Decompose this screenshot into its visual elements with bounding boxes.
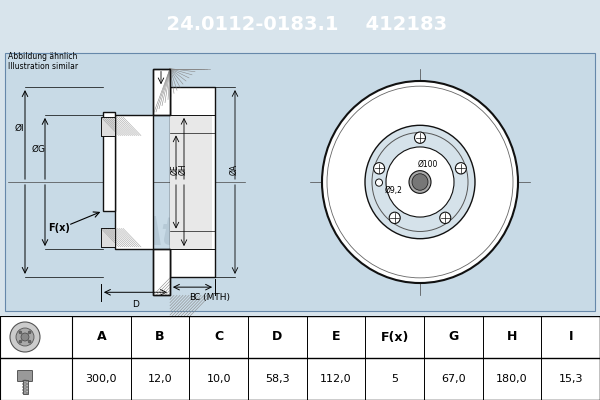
Circle shape (376, 179, 383, 186)
Text: B: B (155, 330, 165, 344)
Text: ØI: ØI (14, 124, 24, 133)
Circle shape (28, 331, 31, 334)
Circle shape (19, 340, 22, 343)
Text: Ate: Ate (383, 214, 457, 252)
Circle shape (386, 147, 454, 217)
Text: 10,0: 10,0 (206, 374, 231, 384)
Circle shape (455, 163, 466, 174)
Circle shape (365, 125, 475, 239)
Bar (101, 228, 115, 247)
Text: 12,0: 12,0 (148, 374, 172, 384)
Text: Abbildung ähnlich: Abbildung ähnlich (8, 52, 77, 61)
Bar (170, 115, 212, 249)
Text: 15,3: 15,3 (559, 374, 583, 384)
Text: 180,0: 180,0 (496, 374, 528, 384)
Text: C (MTH): C (MTH) (194, 293, 230, 302)
Text: 58,3: 58,3 (265, 374, 290, 384)
Text: 300,0: 300,0 (86, 374, 117, 384)
Text: 112,0: 112,0 (320, 374, 352, 384)
Circle shape (28, 340, 31, 343)
Circle shape (389, 212, 400, 224)
Text: C: C (214, 330, 223, 344)
Bar (0, 316, 72, 400)
Bar (170, 87, 215, 277)
Text: ØE: ØE (170, 164, 179, 175)
Circle shape (10, 322, 40, 352)
Circle shape (409, 171, 431, 193)
Text: D: D (272, 330, 283, 344)
Text: F(x): F(x) (48, 223, 70, 233)
Circle shape (16, 328, 34, 346)
Bar (153, 69, 170, 115)
Circle shape (415, 132, 425, 143)
Text: F(x): F(x) (380, 330, 409, 344)
Circle shape (19, 331, 22, 334)
FancyBboxPatch shape (17, 370, 32, 382)
Text: Ø100: Ø100 (418, 160, 438, 168)
Bar (153, 249, 170, 295)
Text: A: A (97, 330, 106, 344)
Circle shape (412, 174, 428, 190)
Circle shape (21, 333, 29, 341)
Bar (101, 117, 115, 136)
Bar (23, 380, 28, 394)
Bar (153, 69, 170, 115)
Text: Ø9,2: Ø9,2 (385, 186, 403, 195)
Text: ØG: ØG (32, 144, 46, 154)
Text: ØA: ØA (229, 164, 239, 175)
Text: 67,0: 67,0 (441, 374, 466, 384)
Text: E: E (332, 330, 340, 344)
Circle shape (440, 212, 451, 224)
Text: ØH: ØH (179, 164, 187, 176)
Text: Illustration similar: Illustration similar (8, 62, 78, 72)
Circle shape (322, 81, 518, 283)
Bar (103, 112, 115, 211)
Bar (153, 249, 170, 295)
Bar (101, 117, 115, 136)
Bar (115, 115, 153, 249)
Bar (101, 228, 115, 247)
Text: I: I (568, 330, 573, 344)
Text: H: H (507, 330, 517, 344)
Text: B: B (190, 293, 196, 302)
Text: D: D (132, 300, 139, 309)
Text: 24.0112-0183.1    412183: 24.0112-0183.1 412183 (153, 14, 447, 34)
Text: G: G (448, 330, 458, 344)
Text: Ate: Ate (133, 214, 206, 252)
Text: 5: 5 (391, 374, 398, 384)
Circle shape (374, 163, 385, 174)
